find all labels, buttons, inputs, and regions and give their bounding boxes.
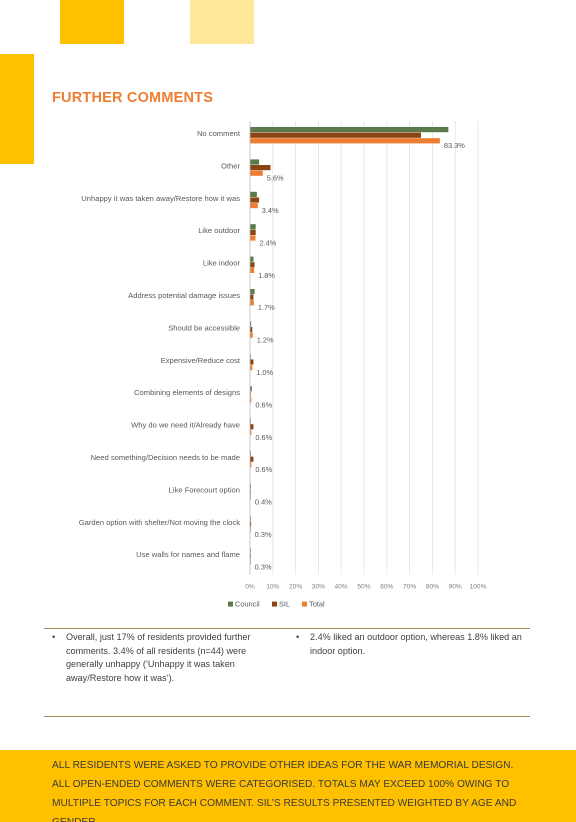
footer-note: ALL RESIDENTS WERE ASKED TO PROVIDE OTHE… [52,760,517,822]
bullet-list-right: 2.4% liked an outdoor option, whereas 1.… [294,631,526,658]
category-label: Like outdoor [198,226,240,235]
bar-council [250,224,256,230]
x-tick-label: 70% [403,584,416,591]
bar-total [250,429,252,435]
bar-council [250,256,254,262]
data-label: 2.4% [259,238,276,247]
bar-council [250,127,449,133]
x-tick-label: 60% [380,584,393,591]
bar-council [250,191,257,197]
category-label: Like indoor [203,259,241,268]
bar-sil [250,521,252,527]
bar-sil [250,294,254,300]
data-label: 0.6% [255,465,272,474]
category-label: Unhappy it was taken away/Restore how it… [81,194,240,203]
category-label: Garden option with shelter/Not moving th… [79,518,240,527]
bar-total [250,462,252,468]
data-label: 0.3% [255,562,272,571]
bar-total [250,203,258,209]
legend-label-council: Council [235,600,260,609]
bar-council [250,483,251,489]
bar-total [250,300,254,306]
legend-swatch-total [302,601,307,607]
x-tick-label: 30% [312,584,325,591]
category-label: Other [221,161,240,170]
further-comments-bar-chart: 0% 10% 20% 30% 40% 50% 60% 70% 80% 90% 100% No comm… [79,121,487,609]
data-label: 3.4% [262,206,279,215]
legend-label-total: Total [309,600,325,609]
category-label: Like Forecourt option [169,485,240,494]
decorative-block-light-yellow [190,0,254,44]
section-title: FURTHER COMMENTS [52,90,214,106]
bar-total [250,235,256,241]
legend-swatch-council [228,601,233,607]
bar-sil [250,229,256,235]
bar-total [250,494,251,500]
bullet-list-left: Overall, just 17% of residents provided … [50,631,272,685]
x-tick-label: 40% [335,584,348,591]
data-label: 83.3% [444,141,465,150]
category-label: Expensive/Reduce cost [161,356,241,365]
category-label: Address potential damage issues [128,291,240,300]
data-label: 1.7% [258,303,275,312]
bar-total [250,170,263,176]
data-label: 0.6% [255,400,272,409]
legend-swatch-sil [272,601,277,607]
x-tick-label: 20% [289,584,302,591]
x-tick-label: 10% [266,584,279,591]
bar-sil [250,424,254,430]
bar-council [250,321,252,327]
bar-total [250,138,440,144]
bar-total [250,267,255,273]
bar-total [250,365,253,371]
data-label: 0.6% [255,433,272,442]
category-label: No comment [197,129,241,138]
data-label: 1.8% [258,271,275,280]
x-tick-label: 100% [470,584,487,591]
x-tick-label: 0% [245,584,255,591]
decorative-side-bar [0,54,34,164]
bar-sil [250,197,260,203]
legend-label-sil: SIL [279,600,290,609]
category-label: Combining elements of designs [134,388,240,397]
bar-total [250,332,253,338]
x-tick-label: 90% [449,584,462,591]
bar-council [250,159,260,165]
bar-sil [250,359,254,365]
bar-total [250,397,252,403]
divider-top [44,628,530,629]
bullet-item: 2.4% liked an outdoor option, whereas 1.… [294,631,526,658]
category-label: Need something/Decision needs to be made [91,453,240,462]
divider-bottom [44,716,530,717]
category-label: Why do we need it/Already have [131,421,240,430]
data-label: 0.4% [255,498,272,507]
data-label: 0.3% [255,530,272,539]
bar-sil [250,165,271,171]
decorative-block-orange [60,0,124,44]
bar-sil [250,456,254,462]
bar-sil [250,327,253,333]
data-label: 1.2% [257,336,274,345]
bar-council [250,386,252,392]
footer-note-band [0,750,576,822]
data-label: 5.6% [267,174,284,183]
x-tick-label: 80% [426,584,439,591]
bullet-item: Overall, just 17% of residents provided … [50,631,272,685]
x-tick-label: 50% [357,584,370,591]
category-label: Should be accessible [168,323,240,332]
data-label: 1.0% [256,368,273,377]
bar-sil [250,132,421,138]
bar-council [250,289,255,295]
bar-sil [250,262,255,268]
category-label: Use walls for names and flame [136,550,240,559]
